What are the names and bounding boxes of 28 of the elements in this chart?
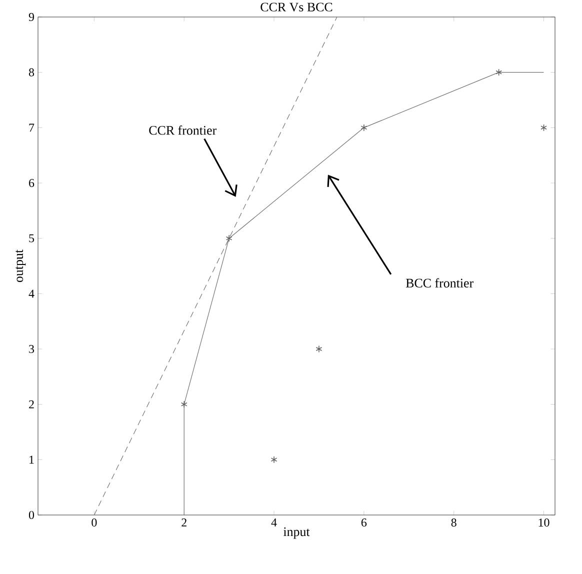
chart-title: CCR Vs BCC [260, 2, 332, 12]
x-tick-label: 0 [92, 518, 97, 527]
point [360, 124, 368, 132]
y-tick-label: 7 [29, 124, 34, 132]
x-axis-title: input [283, 527, 310, 539]
point [540, 124, 547, 132]
y-tick-label: 4 [28, 290, 34, 298]
y-tick-label: 2 [29, 400, 34, 408]
point [270, 456, 278, 464]
y-tick-label: 8 [28, 68, 34, 76]
x-tick-label: 10 [538, 518, 550, 527]
point [496, 68, 502, 76]
annotation: CCR frontier [149, 126, 217, 135]
x-tick-label: 4 [271, 518, 277, 526]
y-tick-label: 9 [28, 12, 34, 22]
y-tick-label: 3 [29, 344, 34, 354]
annotation: BCC frontier [406, 278, 474, 288]
point [226, 234, 232, 242]
x-tick-label: 6 [361, 518, 367, 527]
y-tick-label: 0 [28, 510, 34, 520]
y-tick-label: 5 [29, 234, 34, 242]
x-tick-label: 8 [451, 518, 456, 527]
point [180, 400, 188, 408]
x-tick-label: 2 [182, 518, 186, 526]
y-axis-title: output [16, 250, 26, 282]
point [316, 345, 322, 353]
y-tick-label: 6 [29, 178, 34, 188]
y-tick-label: 1 [30, 456, 34, 464]
